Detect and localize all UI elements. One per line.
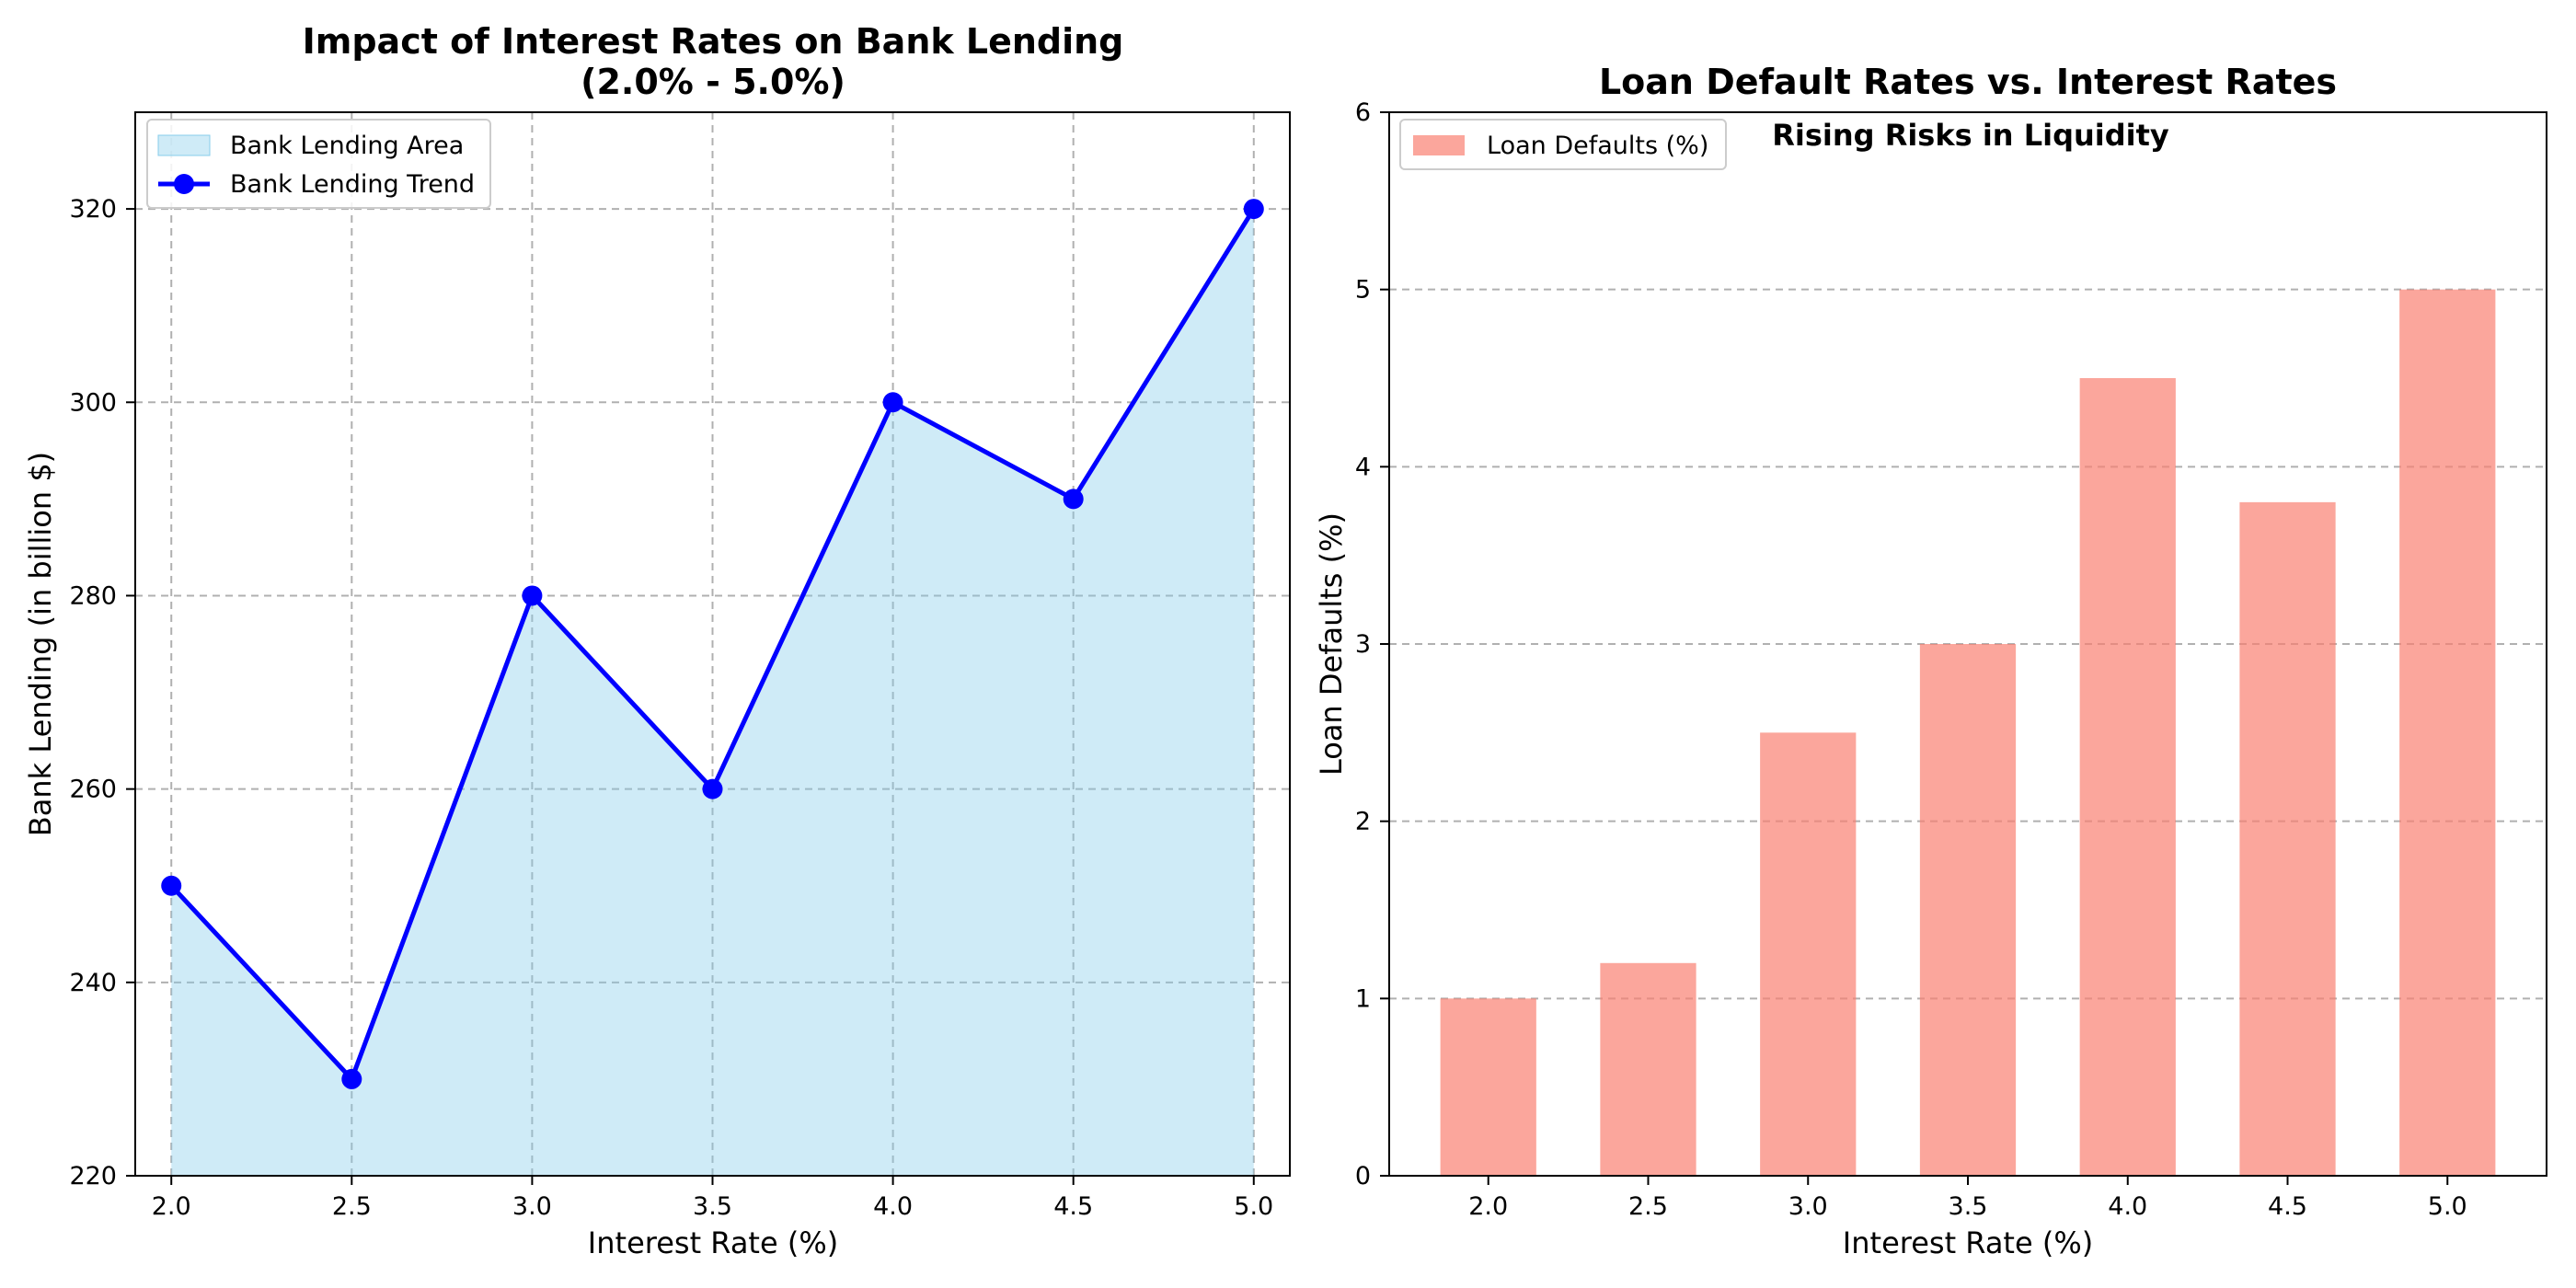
defaults-y-tick-label: 6: [1355, 98, 1371, 127]
lending-y-ticks: 220 240 260 280 300 320: [69, 195, 135, 1190]
defaults-y-ticks: 0 1 2 3 4 5 6: [1355, 98, 1389, 1190]
defaults-x-tick-label: 5.0: [2428, 1192, 2467, 1221]
defaults-chart: 2.0 2.5 3.0 3.5 4.0 4.5 5.0 0 1 2 3 4 5 6 Loan Defau…: [1314, 62, 2547, 1260]
lending-data-point: [341, 1068, 362, 1089]
defaults-x-ticks: 2.0 2.5 3.0 3.5 4.0 4.5 5.0: [1468, 1176, 2467, 1221]
legend-label-trend: Bank Lending Trend: [230, 170, 475, 199]
defaults-legend: Loan Defaults (%): [1399, 119, 1727, 170]
defaults-bar: [1440, 998, 1536, 1176]
defaults-legend-box: [1399, 119, 1727, 170]
lending-data-point: [882, 392, 903, 413]
lending-markers: [161, 199, 1264, 1089]
defaults-y-tick-label: 5: [1355, 276, 1371, 305]
lending-x-ticks: 2.0 2.5 3.0 3.5 4.0 4.5 5.0: [152, 1176, 1273, 1221]
lending-legend-box: [146, 119, 491, 209]
defaults-x-tick-label: 4.0: [2108, 1192, 2147, 1221]
defaults-y-axis-label: Loan Defaults (%): [1314, 512, 1349, 776]
lending-y-tick-label: 300: [69, 388, 117, 417]
lending-y-tick-label: 260: [69, 776, 117, 804]
lending-y-tick-label: 320: [69, 195, 117, 224]
defaults-bar: [1919, 644, 2017, 1176]
lending-y-axis-label: Bank Lending (in billion $): [23, 452, 58, 836]
lending-area-fill: [171, 209, 1254, 1176]
lending-data-point: [702, 778, 723, 799]
defaults-bar: [2239, 501, 2336, 1176]
defaults-x-tick-label: 4.5: [2268, 1192, 2307, 1221]
defaults-x-tick-label: 2.0: [1468, 1192, 1508, 1221]
defaults-y-tick-label: 4: [1355, 453, 1371, 481]
defaults-y-tick-label: 3: [1355, 630, 1371, 659]
defaults-bars: [1440, 289, 2496, 1177]
defaults-y-tick-label: 0: [1355, 1162, 1371, 1190]
lending-y-tick-label: 280: [69, 581, 117, 610]
lending-chart-title: Impact of Interest Rates on Bank Lending: [303, 21, 1124, 62]
lending-data-point: [1243, 199, 1264, 220]
lending-chart: 2.0 2.5 3.0 3.5 4.0 4.5 5.0 220 240 260 280 300 320…: [23, 21, 1291, 1260]
lending-x-tick-label: 5.0: [1234, 1192, 1273, 1221]
lending-x-axis-label: Interest Rate (%): [588, 1225, 838, 1260]
legend-swatch-marker: [174, 174, 194, 194]
lending-x-tick-label: 4.5: [1053, 1192, 1093, 1221]
legend-label-defaults: Loan Defaults (%): [1487, 132, 1708, 160]
lending-x-tick-label: 2.5: [332, 1192, 372, 1221]
defaults-bar: [1760, 732, 1857, 1176]
lending-x-tick-label: 3.5: [693, 1192, 732, 1221]
defaults-x-tick-label: 3.5: [1949, 1192, 1988, 1221]
lending-x-tick-label: 4.0: [873, 1192, 913, 1221]
lending-chart-subtitle: (2.0% - 5.0%): [581, 62, 845, 102]
defaults-y-tick-label: 1: [1355, 984, 1371, 1013]
lending-x-tick-label: 2.0: [152, 1192, 191, 1221]
defaults-y-tick-label: 2: [1355, 808, 1371, 836]
legend-label-area: Bank Lending Area: [230, 132, 464, 160]
defaults-bar: [2399, 289, 2496, 1177]
defaults-bar: [1600, 962, 1696, 1176]
defaults-bar: [2079, 378, 2176, 1176]
legend-swatch-defaults: [1413, 135, 1465, 155]
defaults-chart-title: Loan Default Rates vs. Interest Rates: [1599, 62, 2337, 102]
lending-data-point: [522, 585, 543, 606]
lending-y-tick-label: 220: [69, 1162, 117, 1190]
lending-grid: [135, 112, 1290, 1177]
lending-data-point: [1063, 489, 1084, 510]
defaults-annotation: Rising Risks in Liquidity: [1772, 118, 2169, 153]
lending-legend: Bank Lending Area Bank Lending Trend: [146, 119, 491, 209]
defaults-x-tick-label: 3.0: [1788, 1192, 1828, 1221]
lending-x-tick-label: 3.0: [512, 1192, 552, 1221]
defaults-x-tick-label: 2.5: [1628, 1192, 1668, 1221]
defaults-x-axis-label: Interest Rate (%): [1843, 1225, 2093, 1260]
lending-data-point: [161, 875, 182, 896]
lending-y-tick-label: 240: [69, 969, 117, 997]
legend-swatch-area: [157, 134, 211, 156]
